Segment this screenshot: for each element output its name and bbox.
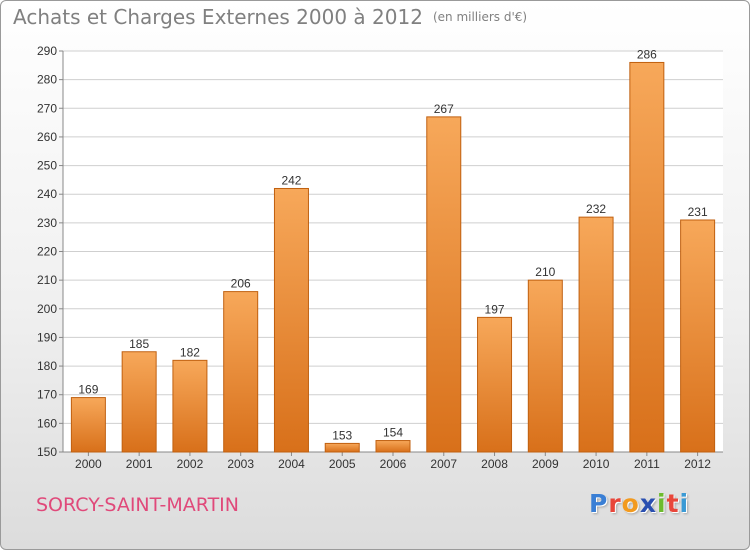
- y-tick-label: 180: [37, 359, 57, 373]
- bar-value-label: 206: [231, 277, 251, 291]
- y-tick-label: 220: [37, 245, 57, 259]
- grid-lines: [63, 50, 723, 453]
- bar-value-label: 210: [535, 265, 555, 279]
- y-tick-label: 240: [37, 187, 57, 201]
- y-tick-label: 170: [37, 388, 57, 402]
- bar-value-label: 185: [129, 337, 149, 351]
- logo-letter: r: [608, 489, 622, 518]
- bar-value-label: 231: [688, 205, 708, 219]
- y-tick-label: 230: [37, 216, 57, 230]
- bar: [223, 291, 259, 453]
- x-tick-label: 2006: [380, 457, 407, 471]
- x-tick-label: 2003: [227, 457, 254, 471]
- proxiti-logo[interactable]: Proxiti: [589, 489, 689, 518]
- bar: [477, 316, 513, 453]
- y-tick-label: 150: [37, 445, 57, 459]
- bar: [273, 187, 309, 453]
- bar-value-label: 154: [383, 426, 403, 440]
- x-tick-label: 2012: [684, 457, 711, 471]
- bar-value-label: 182: [180, 345, 200, 359]
- chart-title: Achats et Charges Externes 2000 à 2012: [13, 5, 423, 29]
- x-tick-label: 2011: [634, 457, 660, 471]
- x-tick-label: 2005: [329, 457, 356, 471]
- logo-letter: i: [679, 489, 690, 518]
- bar: [527, 279, 563, 453]
- logo-letter: i: [657, 489, 667, 518]
- bar-value-label: 169: [78, 383, 98, 397]
- x-tick-label: 2010: [583, 457, 610, 471]
- x-tick-label: 2002: [177, 457, 204, 471]
- chart-title-row: Achats et Charges Externes 2000 à 2012 (e…: [13, 5, 527, 29]
- y-tick-label: 200: [37, 302, 57, 316]
- bar: [426, 116, 462, 453]
- bars: [70, 61, 716, 453]
- x-tick-label: 2009: [532, 457, 559, 471]
- y-tick-label: 160: [37, 416, 57, 430]
- x-tick-label: 2007: [430, 457, 457, 471]
- y-tick-label: 290: [37, 44, 57, 58]
- bar-value-label: 267: [434, 102, 454, 116]
- bar-value-label: 197: [485, 302, 505, 316]
- y-tick-label: 280: [37, 73, 57, 87]
- logo-letter: x: [639, 489, 657, 518]
- place-name: SORCY-SAINT-MARTIN: [36, 494, 239, 516]
- logo-letter: t: [666, 489, 680, 518]
- bar: [680, 219, 716, 453]
- x-tick-label: 2004: [278, 457, 305, 471]
- bar: [375, 440, 411, 453]
- bar: [121, 351, 157, 453]
- bar-value-label: 153: [332, 428, 352, 442]
- y-tick-label: 210: [37, 273, 57, 287]
- bar-value-label: 286: [637, 47, 657, 61]
- bar: [70, 397, 106, 453]
- bar: [172, 359, 208, 453]
- bar-value-label: 232: [586, 202, 606, 216]
- bar-chart: 150 160 170 180 190 200 210 220 230 240 250 260 270 2…: [37, 44, 723, 471]
- y-tick-label: 190: [37, 330, 57, 344]
- y-tick-label: 250: [37, 159, 57, 173]
- y-tick-label: 270: [37, 101, 57, 115]
- bar: [629, 61, 665, 453]
- logo-letter: o: [621, 489, 640, 518]
- y-tick-label: 260: [37, 130, 57, 144]
- data-labels: 169 185 182 206 242 153 154 267 197 210 232 286 231: [78, 47, 708, 442]
- bar: [578, 216, 614, 453]
- bar-value-label: 242: [281, 173, 301, 187]
- x-tick-label: 2008: [481, 457, 508, 471]
- logo-letter: P: [589, 489, 609, 518]
- bar: [324, 442, 360, 453]
- x-tick-label: 2000: [75, 457, 102, 471]
- x-tick-label: 2001: [126, 457, 153, 471]
- chart-unit: (en milliers d'€): [432, 10, 528, 24]
